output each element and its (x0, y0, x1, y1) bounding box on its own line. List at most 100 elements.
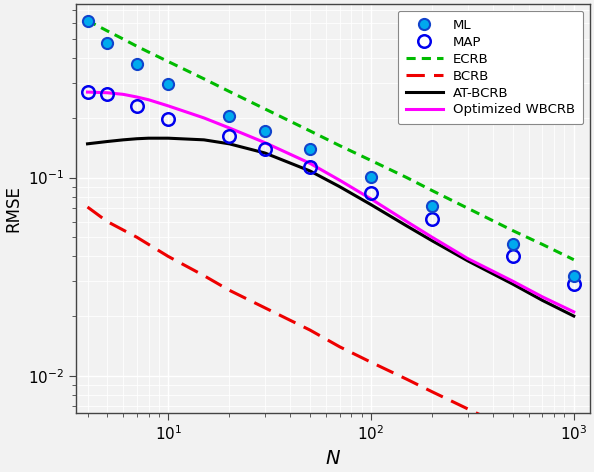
MAP (570, 281, 577, 287)
Optimized WBCRB (539, 294, 546, 300)
BCRB (133, 235, 140, 240)
Line: AT-BCRB: AT-BCRB (87, 138, 574, 316)
MAP (307, 164, 314, 170)
BCRB (226, 287, 233, 293)
MAP (84, 89, 91, 95)
ECRB (464, 205, 471, 211)
BCRB (368, 359, 375, 365)
Optimized WBCRB (84, 89, 91, 95)
AT-BCRB (119, 137, 127, 143)
AT-BCRB (133, 136, 140, 142)
ECRB (570, 257, 577, 262)
Optimized WBCRB (119, 92, 127, 97)
Optimized WBCRB (307, 160, 314, 166)
Optimized WBCRB (428, 235, 435, 240)
AT-BCRB (403, 223, 410, 229)
Legend: ML, MAP, ECRB, BCRB, AT-BCRB, Optimized WBCRB: ML, MAP, ECRB, BCRB, AT-BCRB, Optimized … (398, 11, 583, 125)
Line: Optimized WBCRB: Optimized WBCRB (87, 92, 574, 312)
Optimized WBCRB (200, 115, 207, 121)
AT-BCRB (464, 258, 471, 264)
MAP (261, 146, 268, 152)
AT-BCRB (539, 297, 546, 303)
MAP (509, 253, 516, 259)
AT-BCRB (226, 141, 233, 147)
Optimized WBCRB (336, 177, 343, 183)
Optimized WBCRB (226, 125, 233, 131)
ECRB (539, 242, 546, 247)
ECRB (200, 76, 207, 82)
ML (133, 61, 140, 67)
BCRB (428, 389, 435, 395)
Line: ECRB: ECRB (87, 21, 574, 260)
Optimized WBCRB (509, 278, 516, 284)
AT-BCRB (200, 137, 207, 143)
ML (84, 18, 91, 24)
AT-BCRB (509, 281, 516, 287)
Optimized WBCRB (403, 219, 410, 224)
AT-BCRB (84, 141, 91, 147)
ML (103, 40, 110, 45)
BCRB (165, 253, 172, 259)
X-axis label: $N$: $N$ (325, 449, 341, 468)
BCRB (403, 376, 410, 382)
ECRB (119, 36, 127, 42)
ML (368, 174, 375, 179)
ML (307, 146, 314, 152)
MAP (226, 133, 233, 138)
BCRB (570, 458, 577, 464)
ECRB (165, 59, 172, 64)
ECRB (403, 175, 410, 180)
Y-axis label: RMSE: RMSE (4, 185, 22, 232)
BCRB (464, 406, 471, 412)
AT-BCRB (261, 150, 268, 156)
ML (509, 242, 516, 247)
ML (570, 273, 577, 278)
Optimized WBCRB (133, 94, 140, 100)
MAP (103, 91, 110, 96)
AT-BCRB (428, 238, 435, 244)
BCRB (103, 219, 110, 224)
Optimized WBCRB (145, 97, 152, 102)
MAP (133, 103, 140, 109)
ML (226, 113, 233, 118)
MAP (165, 116, 172, 122)
Optimized WBCRB (464, 256, 471, 261)
BCRB (539, 444, 546, 449)
ML (428, 203, 435, 209)
Optimized WBCRB (368, 196, 375, 202)
MAP (428, 216, 435, 221)
ECRB (145, 49, 152, 55)
Optimized WBCRB (103, 90, 110, 95)
BCRB (84, 204, 91, 210)
AT-BCRB (165, 135, 172, 141)
BCRB (336, 344, 343, 350)
ECRB (226, 89, 233, 94)
Optimized WBCRB (570, 309, 577, 315)
ECRB (261, 106, 268, 112)
AT-BCRB (145, 135, 152, 141)
AT-BCRB (570, 313, 577, 319)
ML (165, 82, 172, 87)
ECRB (103, 28, 110, 34)
BCRB (307, 327, 314, 333)
BCRB (200, 273, 207, 278)
AT-BCRB (103, 139, 110, 144)
Optimized WBCRB (165, 103, 172, 109)
AT-BCRB (307, 168, 314, 174)
ECRB (336, 143, 343, 148)
ECRB (368, 158, 375, 163)
Optimized WBCRB (261, 140, 268, 145)
BCRB (509, 428, 516, 433)
ECRB (509, 228, 516, 234)
ECRB (84, 18, 91, 24)
Line: MAP: MAP (81, 86, 580, 290)
ML (261, 128, 268, 134)
ECRB (307, 128, 314, 134)
Line: ML: ML (82, 15, 579, 281)
AT-BCRB (368, 202, 375, 208)
Line: BCRB: BCRB (87, 207, 574, 461)
AT-BCRB (336, 184, 343, 189)
ECRB (133, 43, 140, 49)
BCRB (261, 305, 268, 311)
MAP (368, 190, 375, 195)
